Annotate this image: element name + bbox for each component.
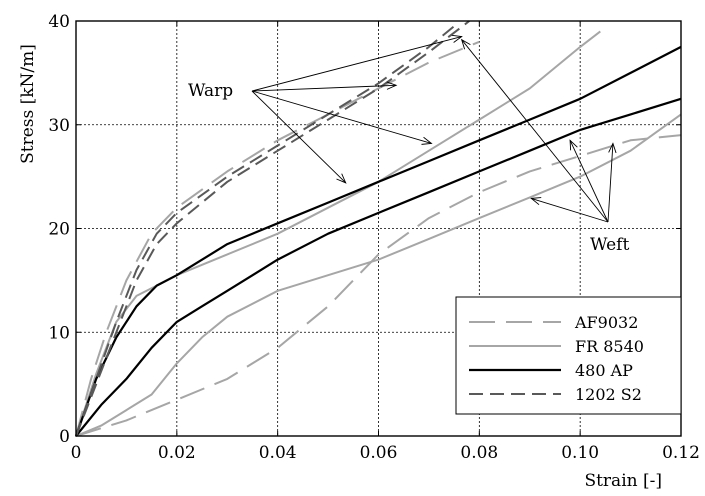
weft-arrow xyxy=(569,140,609,223)
legend: AF9032 FR 8540 480 AP 1202 S2 xyxy=(455,296,682,415)
y-tick-label: 40 xyxy=(48,12,70,32)
annotation-weft: Weft xyxy=(590,235,629,255)
warp-arrow xyxy=(251,90,432,144)
series-line-af9032-warp xyxy=(75,40,480,437)
weft-arrow xyxy=(461,39,609,223)
x-tick-label: 0.10 xyxy=(561,443,599,463)
weft-arrow-head xyxy=(460,38,471,50)
warp-arrow-head xyxy=(421,136,433,145)
legend-box xyxy=(455,296,682,415)
weft-arrow-head xyxy=(608,142,617,154)
x-axis-title: Strain [-] xyxy=(584,471,662,491)
series-line-fr-8540-weft xyxy=(75,113,682,437)
weft-arrow xyxy=(531,197,609,223)
warp-arrow-head xyxy=(451,34,463,43)
series-line-480-ap-weft xyxy=(75,97,682,437)
annotation-arrows xyxy=(251,34,617,223)
x-tick-label: 0.04 xyxy=(259,443,297,463)
legend-label: 1202 S2 xyxy=(575,385,642,404)
y-tick-label: 20 xyxy=(48,220,70,240)
legend-label: 480 AP xyxy=(575,361,633,380)
x-tick-label: 0.06 xyxy=(360,443,398,463)
y-tick-label: 0 xyxy=(59,427,70,447)
y-tick-label: 10 xyxy=(48,323,70,343)
warp-arrow xyxy=(251,90,347,184)
x-tick-label: 0.12 xyxy=(662,443,700,463)
y-axis-title: Stress [kN/m] xyxy=(18,44,38,164)
warp-arrow-head xyxy=(336,173,347,184)
y-tick-label: 30 xyxy=(48,116,70,136)
series-line-480-ap-warp xyxy=(74,45,682,437)
weft-arrow-head xyxy=(569,139,578,151)
x-tick-label: 0.02 xyxy=(158,443,196,463)
x-tick-label: 0.08 xyxy=(460,443,498,463)
x-tick-label: 0 xyxy=(71,443,82,463)
weft-arrow xyxy=(607,143,614,223)
legend-label: FR 8540 xyxy=(575,337,644,356)
warp-arrow xyxy=(251,36,462,92)
axis-ticks: 0 0.02 0.04 0.06 0.08 0.10 0.12 0 10 20 30 40 xyxy=(48,12,700,463)
series-line-1202-s2-warp xyxy=(75,25,455,437)
weft-arrow-head xyxy=(530,197,542,206)
warp-arrow xyxy=(251,84,397,92)
legend-label: AF9032 xyxy=(574,313,638,332)
annotation-warp: Warp xyxy=(188,81,233,101)
series-line-af9032-weft xyxy=(75,134,682,437)
warp-arrow-head xyxy=(386,81,398,90)
